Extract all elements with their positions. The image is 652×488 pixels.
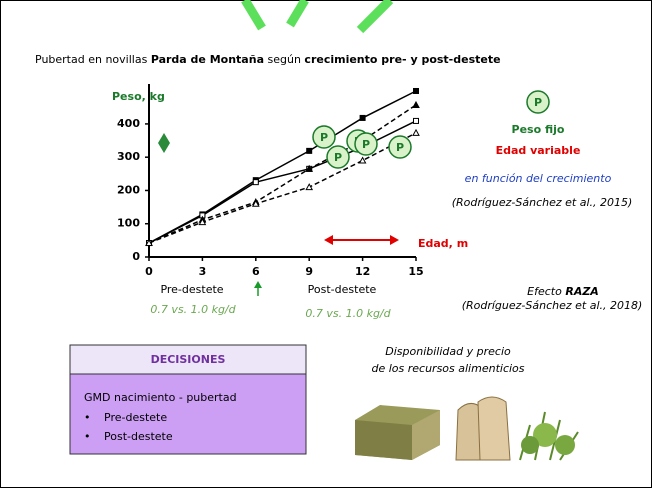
title-part: Parda de Montaña (151, 53, 264, 66)
title-part: crecimiento pre- y post-destete (304, 53, 500, 66)
bullet: • (84, 430, 91, 443)
phase-label: Post-destete (308, 283, 377, 296)
point (305, 164, 314, 172)
puberty-marker (326, 145, 350, 169)
point (198, 218, 207, 226)
x-tick-label: 6 (252, 265, 260, 278)
title-part: Pubertad en novillas (35, 53, 151, 66)
red-arrow (324, 235, 399, 245)
rate-label: 0.7 vs. 1.0 kg/d (305, 307, 391, 320)
y-axis-label: Peso, kg (112, 90, 165, 103)
puberty-marker-label: P (320, 131, 328, 144)
puberty-marker-label: P (334, 151, 342, 164)
point (306, 147, 313, 154)
y-tick-label: 100 (117, 217, 140, 230)
y-tick-label: 0 (132, 250, 140, 263)
phase-label: Pre-destete (160, 283, 223, 296)
point (358, 156, 367, 164)
y-tick-label: 200 (117, 183, 140, 196)
sacks (455, 396, 511, 461)
hay-bale (355, 405, 440, 460)
slide-title: Pubertad en novillas Parda de Montaña se… (35, 53, 501, 66)
puberty-icon (526, 90, 550, 114)
reference: (Rodríguez-Sánchez et al., 2018) (462, 299, 643, 312)
rate-label: 0.7 vs. 1.0 kg/d (150, 303, 236, 316)
x-tick-label: 15 (408, 265, 423, 278)
puberty-icon-label: P (534, 96, 542, 109)
x-tick-label: 12 (355, 265, 370, 278)
resources-text: de los recursos alimenticios (371, 362, 524, 375)
watermark (241, 0, 394, 34)
reference: (Rodríguez-Sánchez et al., 2015) (452, 196, 633, 209)
decisions-item: Pre-destete (104, 411, 167, 424)
decisions-line: GMD nacimiento - pubertad (84, 391, 237, 404)
y-tick-label: 300 (117, 150, 140, 163)
effect-part: RAZA (565, 285, 598, 298)
point (251, 199, 260, 207)
puberty-marker (312, 125, 336, 149)
range-marker (158, 133, 170, 153)
forage-plant (519, 411, 579, 461)
point (145, 238, 153, 247)
point (305, 183, 314, 191)
effect: Efecto RAZA (527, 285, 599, 298)
note: en función del crecimiento (465, 172, 612, 185)
title-part: según (264, 53, 304, 66)
puberty-marker (354, 132, 378, 156)
decisions-item: Post-destete (104, 430, 173, 443)
bullet: • (84, 411, 91, 424)
resources-text: Disponibilidad y precio (385, 345, 511, 358)
point (412, 128, 420, 136)
puberty-marker-label: P (396, 141, 404, 154)
decisions-box (69, 373, 307, 455)
x-axis-label: Edad, m (418, 237, 468, 250)
point (412, 100, 420, 108)
effect-part: Efecto (527, 285, 565, 298)
point (413, 117, 419, 124)
headline: Edad variable (496, 144, 581, 157)
puberty-marker-label: P (362, 138, 370, 151)
x-tick-label: 0 (145, 265, 153, 278)
puberty-marker (388, 135, 412, 159)
green-arrow (254, 281, 262, 296)
decisions-header: DECISIONES (151, 353, 226, 366)
point (413, 87, 419, 94)
x-tick-label: 3 (199, 265, 207, 278)
y-tick-label: 400 (117, 117, 140, 130)
headline: Peso fijo (512, 123, 565, 136)
x-tick-label: 9 (305, 265, 313, 278)
point (252, 179, 259, 186)
point (359, 114, 366, 121)
